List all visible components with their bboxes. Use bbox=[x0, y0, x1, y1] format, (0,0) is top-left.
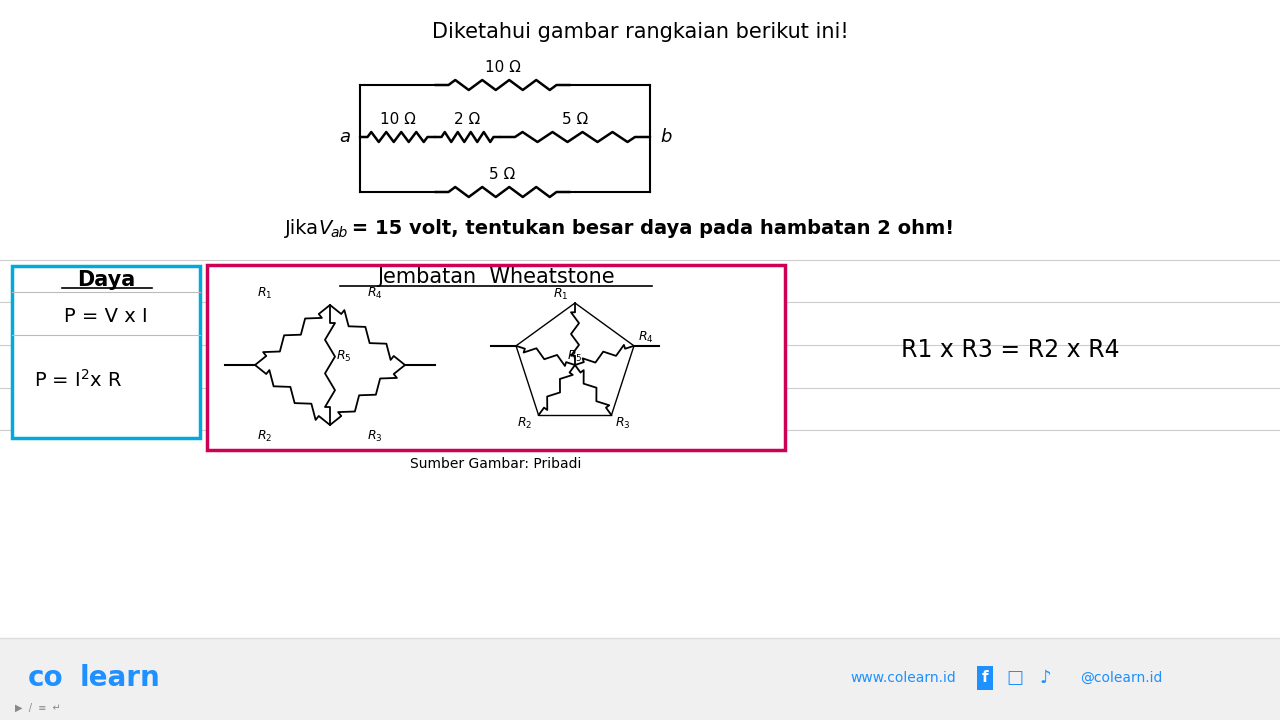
Text: b: b bbox=[660, 128, 672, 146]
Text: Jembatan  Wheatstone: Jembatan Wheatstone bbox=[378, 267, 614, 287]
Text: P = V x I: P = V x I bbox=[64, 307, 147, 326]
Text: ab: ab bbox=[330, 226, 347, 240]
FancyBboxPatch shape bbox=[207, 265, 785, 450]
Text: $R_5$: $R_5$ bbox=[335, 349, 352, 364]
Text: $R_2$: $R_2$ bbox=[257, 429, 273, 444]
Text: $R_1$: $R_1$ bbox=[553, 287, 568, 302]
Text: R1 x R3 = R2 x R4: R1 x R3 = R2 x R4 bbox=[901, 338, 1119, 362]
Text: $R_4$: $R_4$ bbox=[367, 286, 383, 301]
FancyBboxPatch shape bbox=[0, 638, 1280, 720]
Text: $R_3$: $R_3$ bbox=[616, 416, 631, 431]
Text: @colearn.id: @colearn.id bbox=[1080, 671, 1162, 685]
Text: 10 Ω: 10 Ω bbox=[485, 60, 521, 75]
Text: $R_5$: $R_5$ bbox=[567, 349, 582, 364]
Text: co: co bbox=[28, 664, 64, 692]
Text: $R_4$: $R_4$ bbox=[637, 330, 654, 345]
Text: □: □ bbox=[1006, 669, 1024, 687]
Text: 2 Ω: 2 Ω bbox=[454, 112, 480, 127]
Text: a: a bbox=[339, 128, 349, 146]
Text: P = I$^2$x R: P = I$^2$x R bbox=[33, 369, 122, 391]
Text: $R_3$: $R_3$ bbox=[367, 429, 383, 444]
Text: V: V bbox=[317, 218, 332, 238]
FancyBboxPatch shape bbox=[12, 266, 200, 438]
Text: 10 Ω: 10 Ω bbox=[380, 112, 416, 127]
Text: = 15 volt, tentukan besar daya pada hambatan 2 ohm!: = 15 volt, tentukan besar daya pada hamb… bbox=[346, 218, 954, 238]
Text: ♪: ♪ bbox=[1039, 669, 1051, 687]
Text: 5 Ω: 5 Ω bbox=[562, 112, 588, 127]
FancyBboxPatch shape bbox=[0, 0, 1280, 640]
Text: 5 Ω: 5 Ω bbox=[489, 167, 516, 182]
Text: learn: learn bbox=[79, 664, 161, 692]
Text: f: f bbox=[982, 670, 988, 685]
Text: $R_1$: $R_1$ bbox=[257, 286, 273, 301]
Text: Jika: Jika bbox=[285, 218, 325, 238]
Text: Daya: Daya bbox=[77, 270, 136, 290]
Text: $R_2$: $R_2$ bbox=[517, 416, 532, 431]
Text: Diketahui gambar rangkaian berikut ini!: Diketahui gambar rangkaian berikut ini! bbox=[431, 22, 849, 42]
Text: ▶  /  ≡  ↵: ▶ / ≡ ↵ bbox=[15, 703, 60, 713]
Text: www.colearn.id: www.colearn.id bbox=[850, 671, 956, 685]
Text: Sumber Gambar: Pribadi: Sumber Gambar: Pribadi bbox=[411, 457, 581, 471]
